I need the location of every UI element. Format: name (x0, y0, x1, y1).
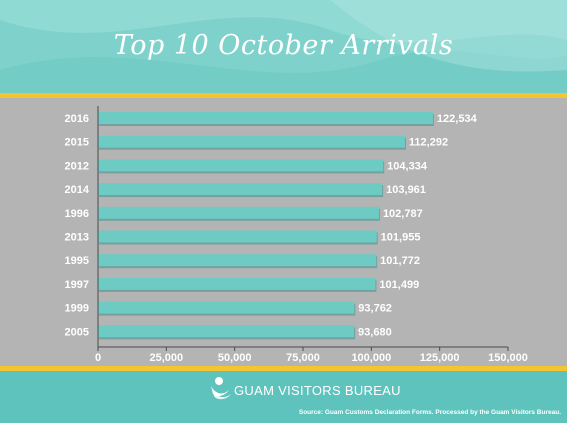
bar-2005 (98, 325, 355, 338)
bar-1999 (98, 301, 355, 314)
data-label: 93,680 (358, 326, 392, 338)
data-label: 101,499 (379, 279, 419, 291)
x-tick-label: 100,000 (351, 352, 391, 364)
data-label: 93,762 (358, 303, 392, 315)
category-label: 2016 (65, 113, 89, 125)
category-label: 2013 (65, 232, 89, 244)
header-banner: Top 10 October Arrivals (0, 0, 567, 93)
data-label: 101,772 (380, 255, 420, 267)
guam-visitors-bureau-logo-icon (211, 377, 231, 400)
data-label: 122,534 (437, 113, 478, 125)
bar-2013 (98, 230, 377, 243)
logo-text: GUAM VISITORS BUREAU (234, 383, 401, 398)
data-label: 112,292 (409, 137, 448, 149)
category-label: 1999 (65, 303, 89, 315)
category-label: 1996 (65, 208, 89, 220)
data-label: 104,334 (387, 160, 428, 172)
bar-2012 (98, 159, 384, 172)
x-tick-label: 0 (95, 352, 101, 364)
chart-title: Top 10 October Arrivals (113, 30, 454, 61)
bar-2014 (98, 183, 383, 196)
data-label: 103,961 (386, 184, 426, 196)
bar-2015 (98, 135, 405, 148)
x-tick-label: 125,000 (420, 352, 460, 364)
category-label: 2005 (65, 326, 89, 338)
bar-chart: 2016 122,534 2015 112,292 2012 104,334 2014 103… (65, 106, 528, 364)
source-note: Source: Guam Customs Declaration Forms. … (298, 409, 561, 416)
footer-banner (0, 371, 567, 423)
x-tick-label: 150,000 (488, 352, 528, 364)
x-tick-label: 50,000 (218, 352, 252, 364)
bar-1995 (98, 254, 377, 267)
bar-1996 (98, 206, 379, 219)
category-label: 2014 (65, 184, 90, 196)
bar-1997 (98, 277, 376, 290)
category-label: 1997 (65, 279, 89, 291)
category-label: 2015 (65, 137, 89, 149)
category-label: 2012 (65, 160, 89, 172)
data-label: 101,955 (381, 232, 421, 244)
bottom-accent-stripe (0, 366, 567, 371)
wave-pattern (0, 0, 567, 93)
bar-2016 (98, 112, 433, 124)
data-label: 102,787 (383, 208, 423, 220)
x-tick-label: 25,000 (150, 352, 184, 364)
category-label: 1995 (65, 255, 89, 267)
x-tick-label: 75,000 (286, 352, 320, 364)
top-accent-stripe (0, 93, 567, 98)
